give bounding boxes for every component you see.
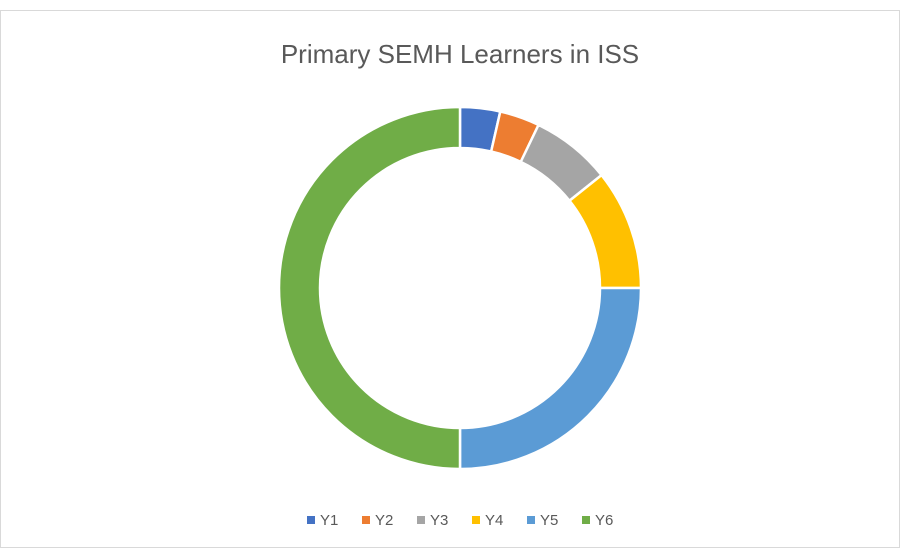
legend-swatch bbox=[527, 516, 535, 524]
donut-segment bbox=[277, 105, 462, 471]
legend: Y1 Y2 Y3 Y4 Y5 Y6 bbox=[307, 512, 613, 529]
legend-swatch bbox=[417, 516, 425, 524]
legend-swatch bbox=[362, 516, 370, 524]
legend-label: Y3 bbox=[430, 512, 448, 529]
legend-label: Y2 bbox=[375, 512, 393, 529]
legend-label: Y1 bbox=[320, 512, 338, 529]
legend-swatch bbox=[307, 516, 315, 524]
legend-swatch bbox=[472, 516, 480, 524]
legend-label: Y6 bbox=[595, 512, 613, 529]
legend-label: Y5 bbox=[540, 512, 558, 529]
legend-label: Y4 bbox=[485, 512, 503, 529]
chart-title: Primary SEMH Learners in ISS bbox=[281, 39, 639, 69]
legend-swatch bbox=[582, 516, 590, 524]
